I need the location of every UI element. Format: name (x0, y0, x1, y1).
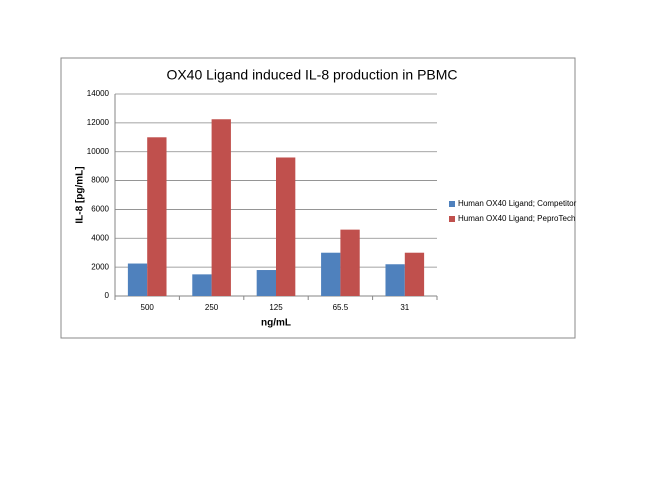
legend-swatch (449, 201, 455, 207)
y-tick-label: 0 (105, 291, 110, 300)
bar (192, 274, 212, 296)
legend-swatch (449, 216, 455, 222)
x-axis-title: ng/mL (261, 318, 291, 329)
bar (127, 263, 148, 296)
y-tick-label: 4000 (91, 233, 109, 242)
bar (340, 229, 360, 296)
x-tick-label: 65.5 (333, 303, 349, 312)
bar (321, 252, 341, 296)
bar (276, 157, 296, 296)
bar (147, 137, 167, 296)
y-tick-label: 10000 (87, 147, 110, 156)
x-tick-label: 250 (205, 303, 219, 312)
bar (211, 119, 231, 296)
bar (404, 252, 425, 296)
y-tick-label: 2000 (91, 262, 109, 271)
bar (256, 270, 276, 296)
legend-label: Human OX40 Ligand; Competitor (458, 199, 577, 208)
x-tick-label: 500 (141, 303, 155, 312)
bar (385, 264, 405, 296)
y-tick-label: 14000 (87, 89, 110, 98)
legend-label: Human OX40 Ligand; PeproTech (458, 214, 575, 223)
y-tick-label: 12000 (87, 118, 110, 127)
x-tick-label: 31 (400, 303, 409, 312)
x-tick-label: 125 (269, 303, 283, 312)
chart-title: OX40 Ligand induced IL-8 production in P… (166, 67, 457, 83)
y-tick-label: 8000 (91, 176, 109, 185)
y-tick-label: 6000 (91, 205, 109, 214)
y-axis-title: IL-8 [pg/mL] (75, 166, 86, 223)
